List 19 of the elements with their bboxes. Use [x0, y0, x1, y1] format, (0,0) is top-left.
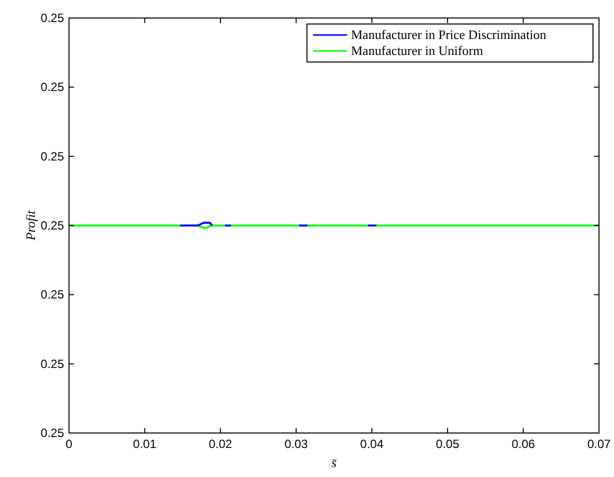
x-axis-title: s̄ [331, 455, 338, 470]
x-tick-label: 0.06 [512, 437, 536, 451]
x-tick-label: 0.05 [436, 437, 460, 451]
legend-label: Manufacturer in Price Discrimination [351, 27, 547, 42]
y-axis-title: Profit [23, 210, 38, 242]
x-tick-label: 0.07 [587, 437, 611, 451]
x-tick-label: 0.02 [208, 437, 232, 451]
y-tick-label: 0.25 [40, 218, 64, 232]
x-tick-label: 0.01 [133, 437, 157, 451]
y-tick-label: 0.25 [40, 149, 64, 164]
x-tick-label: 0.04 [360, 437, 384, 451]
y-tick-label: 0.25 [40, 426, 64, 440]
y-tick-label: 0.25 [40, 80, 64, 94]
y-tick-label: 0.25 [40, 11, 64, 25]
y-tick-label: 0.25 [40, 288, 64, 302]
x-tick-label: 0 [66, 437, 73, 451]
y-tick-label: 0.25 [40, 356, 64, 371]
legend-label: Manufacturer in Uniform [351, 43, 484, 58]
x-tick-label: 0.03 [284, 437, 308, 451]
